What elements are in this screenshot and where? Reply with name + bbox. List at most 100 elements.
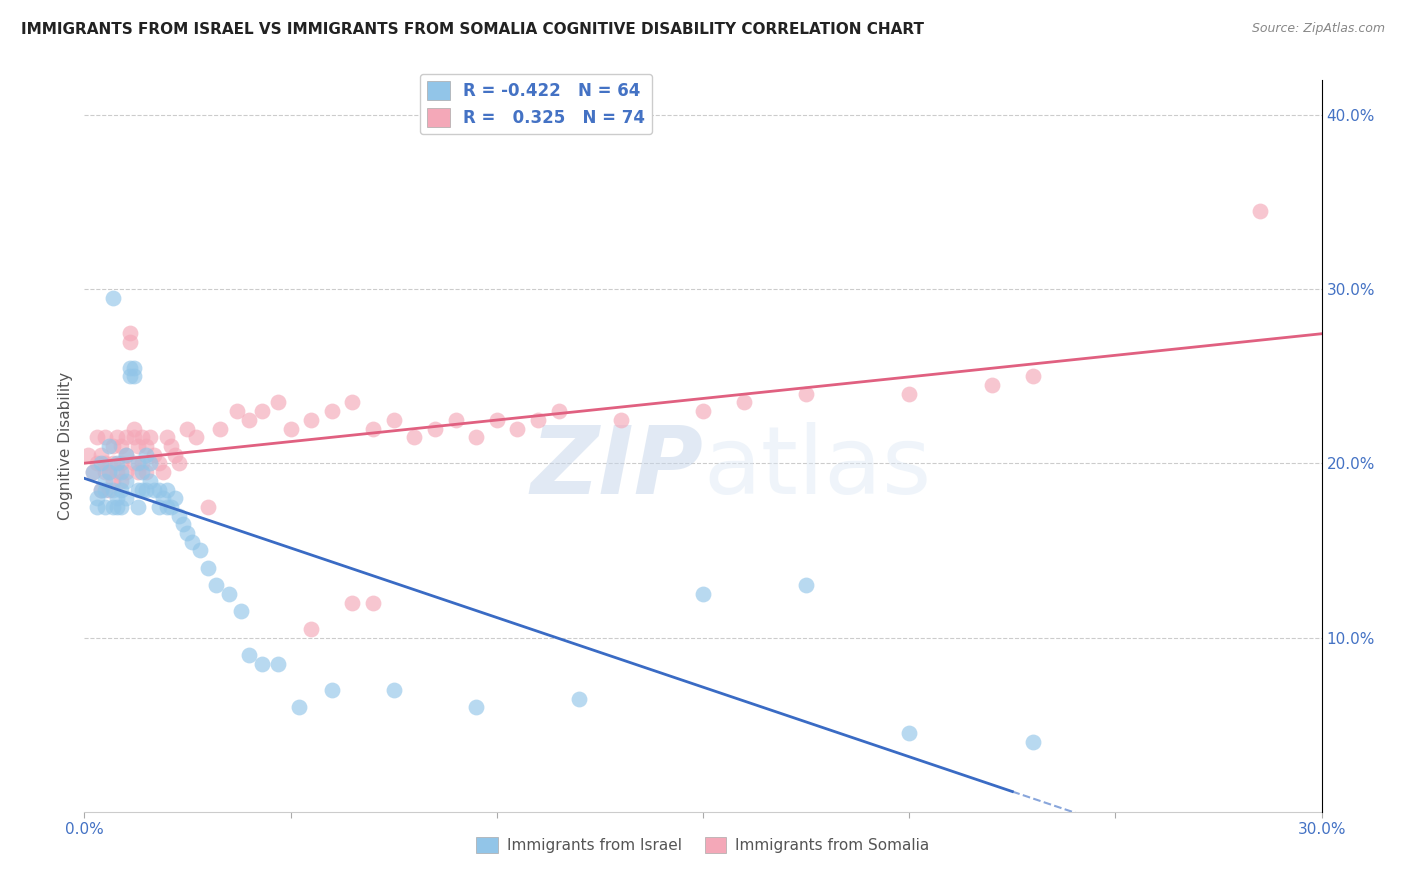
Point [299,413,322,427]
Point [321,404,343,418]
Point [127,457,149,471]
Point [423,421,446,435]
Point [167,457,190,471]
Text: ZIP: ZIP [530,422,703,514]
Point [127,500,149,514]
Point [209,421,232,435]
Point [94,430,117,444]
Point [361,421,384,435]
Point [139,457,162,471]
Point [114,491,136,506]
Point [98,483,121,497]
Point [267,395,290,409]
Point [131,483,153,497]
Point [131,465,153,479]
Point [114,430,136,444]
Point [98,465,121,479]
Point [794,386,817,401]
Point [110,439,132,453]
Point [131,430,153,444]
Point [110,474,132,488]
Point [122,430,145,444]
Point [118,360,141,375]
Point [131,457,153,471]
Point [238,648,260,662]
Point [118,334,141,349]
Point [156,430,179,444]
Point [250,657,273,671]
Point [103,483,125,497]
Point [135,448,157,462]
Point [103,457,125,471]
Point [105,465,128,479]
Point [86,430,108,444]
Point [110,457,132,471]
Point [152,491,174,506]
Point [506,421,529,435]
Point [342,395,364,409]
Point [465,700,488,714]
Point [288,700,311,714]
Point [176,421,198,435]
Point [98,465,121,479]
Point [205,578,228,592]
Point [188,543,211,558]
Point [122,421,145,435]
Point [180,534,202,549]
Point [114,474,136,488]
Point [103,474,125,488]
Point [122,360,145,375]
Y-axis label: Cognitive Disability: Cognitive Disability [58,372,73,520]
Point [90,483,112,497]
Point [250,404,273,418]
Point [94,483,117,497]
Point [114,448,136,462]
Point [103,439,125,453]
Point [114,465,136,479]
Point [176,526,198,541]
Point [143,448,166,462]
Point [342,596,364,610]
Point [148,483,170,497]
Text: IMMIGRANTS FROM ISRAEL VS IMMIGRANTS FROM SOMALIA COGNITIVE DISABILITY CORRELATI: IMMIGRANTS FROM ISRAEL VS IMMIGRANTS FRO… [21,22,924,37]
Point [609,413,631,427]
Point [794,578,817,592]
Point [152,465,174,479]
Point [167,508,190,523]
Point [1022,369,1045,384]
Point [568,691,591,706]
Point [382,682,405,697]
Point [465,430,488,444]
Point [404,430,426,444]
Point [118,369,141,384]
Point [1022,735,1045,749]
Point [547,404,569,418]
Point [1249,203,1271,218]
Point [105,500,128,514]
Point [94,457,117,471]
Point [118,326,141,340]
Point [86,500,108,514]
Point [898,726,921,740]
Point [90,448,112,462]
Point [98,439,121,453]
Point [103,500,125,514]
Point [148,457,170,471]
Point [692,587,714,601]
Point [165,448,187,462]
Point [197,500,219,514]
Point [226,404,249,418]
Point [280,421,302,435]
Point [527,413,550,427]
Point [86,491,108,506]
Point [197,561,219,575]
Point [105,491,128,506]
Point [127,483,149,497]
Point [156,483,179,497]
Point [135,483,157,497]
Point [160,439,183,453]
Point [135,439,157,453]
Point [139,430,162,444]
Point [267,657,290,671]
Point [218,587,240,601]
